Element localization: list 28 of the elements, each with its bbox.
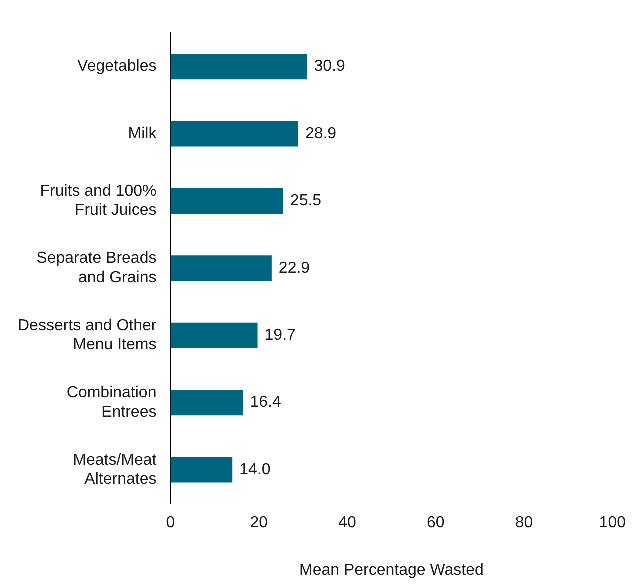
data-label: 16.4 — [250, 394, 282, 412]
bar — [170, 54, 308, 80]
x-axis-title: Mean Percentage Wasted — [299, 562, 484, 579]
data-label: 25.5 — [290, 192, 322, 210]
y-tick-label: Separate Breads and Grains — [36, 250, 157, 286]
data-label: 22.9 — [278, 260, 310, 277]
y-tick-label: Meats/Meat Alternates — [73, 452, 158, 488]
data-label: 19.7 — [264, 327, 296, 344]
bar — [170, 390, 244, 416]
data-label: 14.0 — [240, 461, 271, 478]
data-label: 30.9 — [314, 58, 346, 76]
bar — [170, 121, 298, 147]
x-tick-label: 100 — [599, 514, 626, 532]
x-tick-label: 0 — [166, 514, 176, 532]
bar — [170, 457, 233, 483]
x-tick-label: 20 — [250, 514, 268, 532]
x-tick-label: 40 — [338, 514, 356, 532]
x-tick-label: 60 — [426, 514, 445, 532]
y-tick-label: Desserts and Other Menu Items — [18, 317, 158, 354]
y-tick-label: Vegetables — [78, 58, 157, 76]
bar — [170, 188, 284, 214]
data-label: 28.9 — [305, 125, 337, 142]
bar — [170, 256, 272, 282]
y-tick-label: Combination Entrees — [66, 384, 157, 421]
x-tick-label: 80 — [515, 514, 534, 532]
y-tick-label: Fruits and 100% Fruit Juices — [40, 183, 157, 220]
bar — [170, 322, 258, 348]
y-tick-label: Milk — [128, 125, 158, 142]
